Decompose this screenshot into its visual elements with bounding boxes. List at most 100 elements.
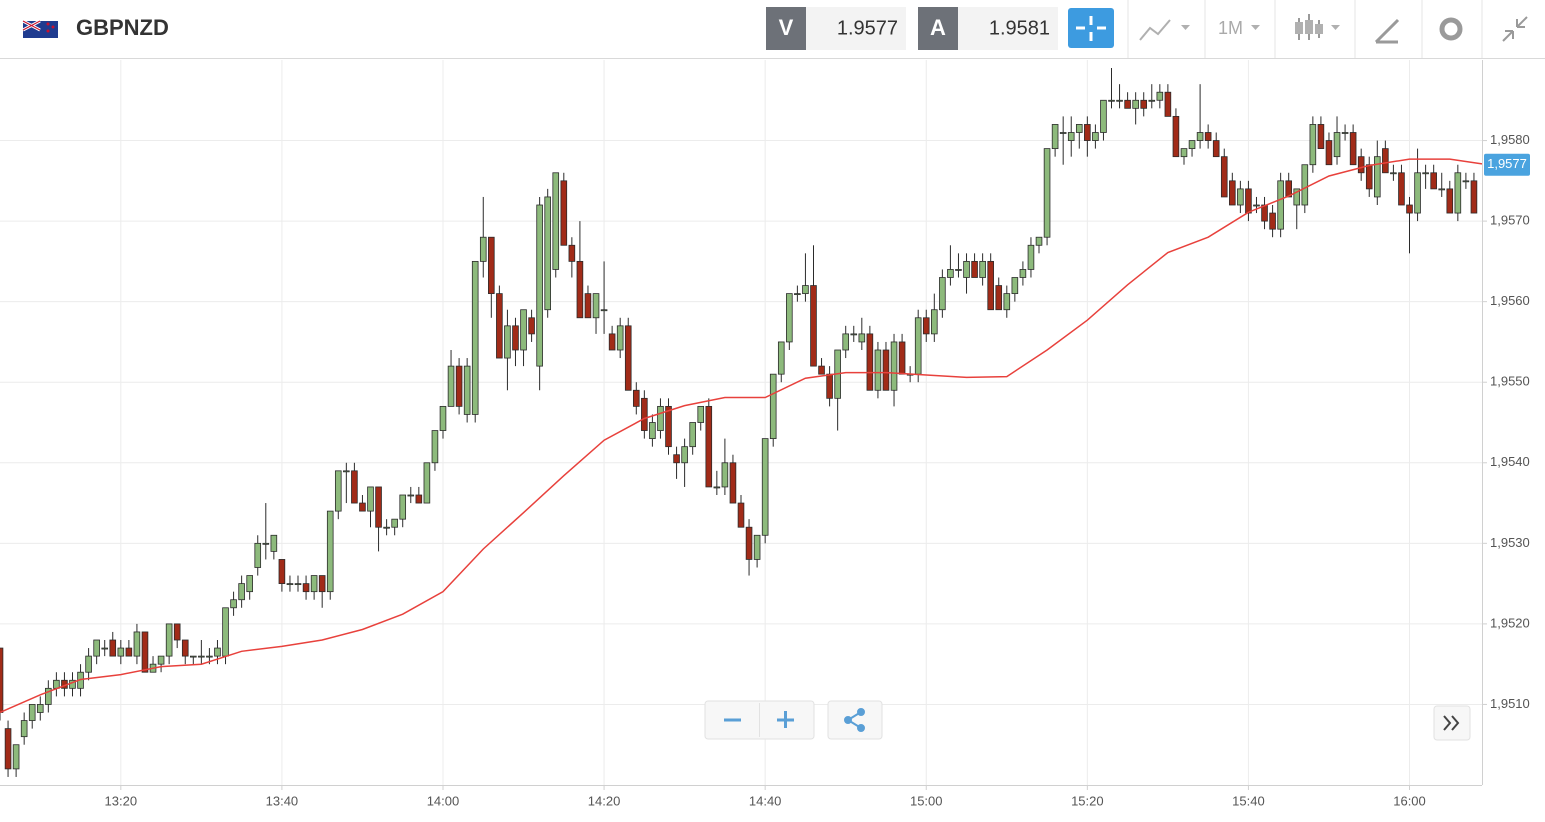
candle-body xyxy=(36,704,44,713)
candle-body xyxy=(334,470,342,512)
sell-price-box[interactable] xyxy=(806,7,906,50)
candle-body xyxy=(1116,99,1123,102)
candle-body xyxy=(1398,172,1405,206)
candle-body xyxy=(1349,132,1357,166)
candle-body xyxy=(1269,212,1276,230)
candle-body xyxy=(415,494,423,504)
candle-body xyxy=(1011,277,1019,295)
candle-body xyxy=(641,397,648,431)
candle-body xyxy=(198,655,205,658)
candle-body xyxy=(141,631,149,673)
buy-price-box[interactable] xyxy=(958,7,1058,50)
scroll-right-button[interactable] xyxy=(1433,705,1471,741)
sell-price: 1.9577 xyxy=(837,17,898,39)
share-icon xyxy=(844,708,865,732)
share-button[interactable] xyxy=(827,700,883,740)
candle-body xyxy=(769,373,777,440)
candle-body xyxy=(1365,164,1373,190)
candle-body xyxy=(1245,188,1252,214)
candle-body xyxy=(1285,180,1292,198)
candle-body xyxy=(278,559,286,585)
dropdown-arrows xyxy=(1181,20,1340,34)
candle-body xyxy=(117,647,125,657)
candle-body xyxy=(93,639,100,657)
candle-body xyxy=(238,583,245,601)
candle-body xyxy=(963,260,970,278)
candle-body xyxy=(995,285,1003,311)
candle-body xyxy=(1357,156,1365,174)
candle-body xyxy=(753,534,761,560)
candle-body xyxy=(351,470,358,504)
candle-body xyxy=(721,462,729,488)
candle-body xyxy=(1438,188,1446,191)
y-tick-label: 1,9530 xyxy=(1490,535,1530,550)
buy-button[interactable] xyxy=(918,7,958,50)
toolbar-icons xyxy=(1127,0,1528,58)
candle-body xyxy=(222,607,229,657)
candle-body xyxy=(520,309,527,351)
candle-body xyxy=(818,365,825,375)
x-tick-label: 15:20 xyxy=(1071,793,1104,808)
candle-body xyxy=(310,575,318,593)
crosshair-button[interactable] xyxy=(1068,8,1114,48)
candle-body xyxy=(931,309,938,335)
candle-body xyxy=(1229,180,1236,206)
candle-body xyxy=(254,542,262,568)
candle-body xyxy=(987,260,994,311)
candle-body xyxy=(914,317,922,375)
candle-body xyxy=(214,647,221,657)
last-price-badge xyxy=(1484,153,1530,176)
candle-body xyxy=(399,494,407,520)
candle-body xyxy=(367,486,374,512)
candle-body xyxy=(173,623,181,641)
timeframe[interactable]: 1M xyxy=(1218,18,1243,38)
candle-body xyxy=(1196,132,1204,141)
candle-body xyxy=(391,518,398,528)
candle-body xyxy=(157,655,165,665)
candle-body xyxy=(326,510,334,593)
candle-body xyxy=(1454,172,1462,214)
candle-body xyxy=(536,204,543,367)
symbol: GBPNZD xyxy=(76,15,169,40)
candle-body xyxy=(1172,115,1180,158)
candle-body xyxy=(1325,140,1333,166)
candle-body xyxy=(600,309,608,312)
candle-body xyxy=(1084,124,1091,141)
candle-body xyxy=(270,534,278,552)
candle-body xyxy=(552,172,560,270)
buy-price: 1.9581 xyxy=(989,17,1050,39)
candle-body xyxy=(0,647,4,713)
candle-body xyxy=(802,285,809,295)
candle-body xyxy=(1422,172,1429,175)
candle-body xyxy=(1108,99,1115,102)
candle-body xyxy=(1204,132,1212,141)
candle-body xyxy=(1261,204,1268,222)
candle-body xyxy=(101,647,109,650)
candle-body xyxy=(1059,132,1067,134)
candle-body xyxy=(1003,293,1011,311)
candle-body xyxy=(1237,188,1244,206)
candle-body xyxy=(109,639,117,657)
plot-area: 1,9510 1,9520 1,9530 1,9540 1,9550 1,9560 1,95… xyxy=(0,60,1530,808)
candle-body xyxy=(1446,188,1454,214)
candle-body xyxy=(1220,156,1228,198)
candle-body xyxy=(407,494,415,497)
x-tick-label: 14:40 xyxy=(749,793,782,808)
candle-body xyxy=(439,405,447,431)
candle-body xyxy=(898,341,906,375)
candle-body xyxy=(230,599,237,609)
zoom-in[interactable] xyxy=(777,711,794,728)
candle-body xyxy=(1341,132,1349,134)
candle-body xyxy=(4,728,12,770)
candle-body xyxy=(262,542,270,545)
x-tick-label: 16:00 xyxy=(1393,793,1426,808)
candle-body xyxy=(939,277,946,311)
sell-button[interactable] xyxy=(766,7,806,50)
candle-body xyxy=(1124,99,1131,109)
candle-body xyxy=(488,236,495,295)
candle-body xyxy=(665,405,672,448)
candle-body xyxy=(423,462,431,504)
candle-body xyxy=(463,365,471,415)
